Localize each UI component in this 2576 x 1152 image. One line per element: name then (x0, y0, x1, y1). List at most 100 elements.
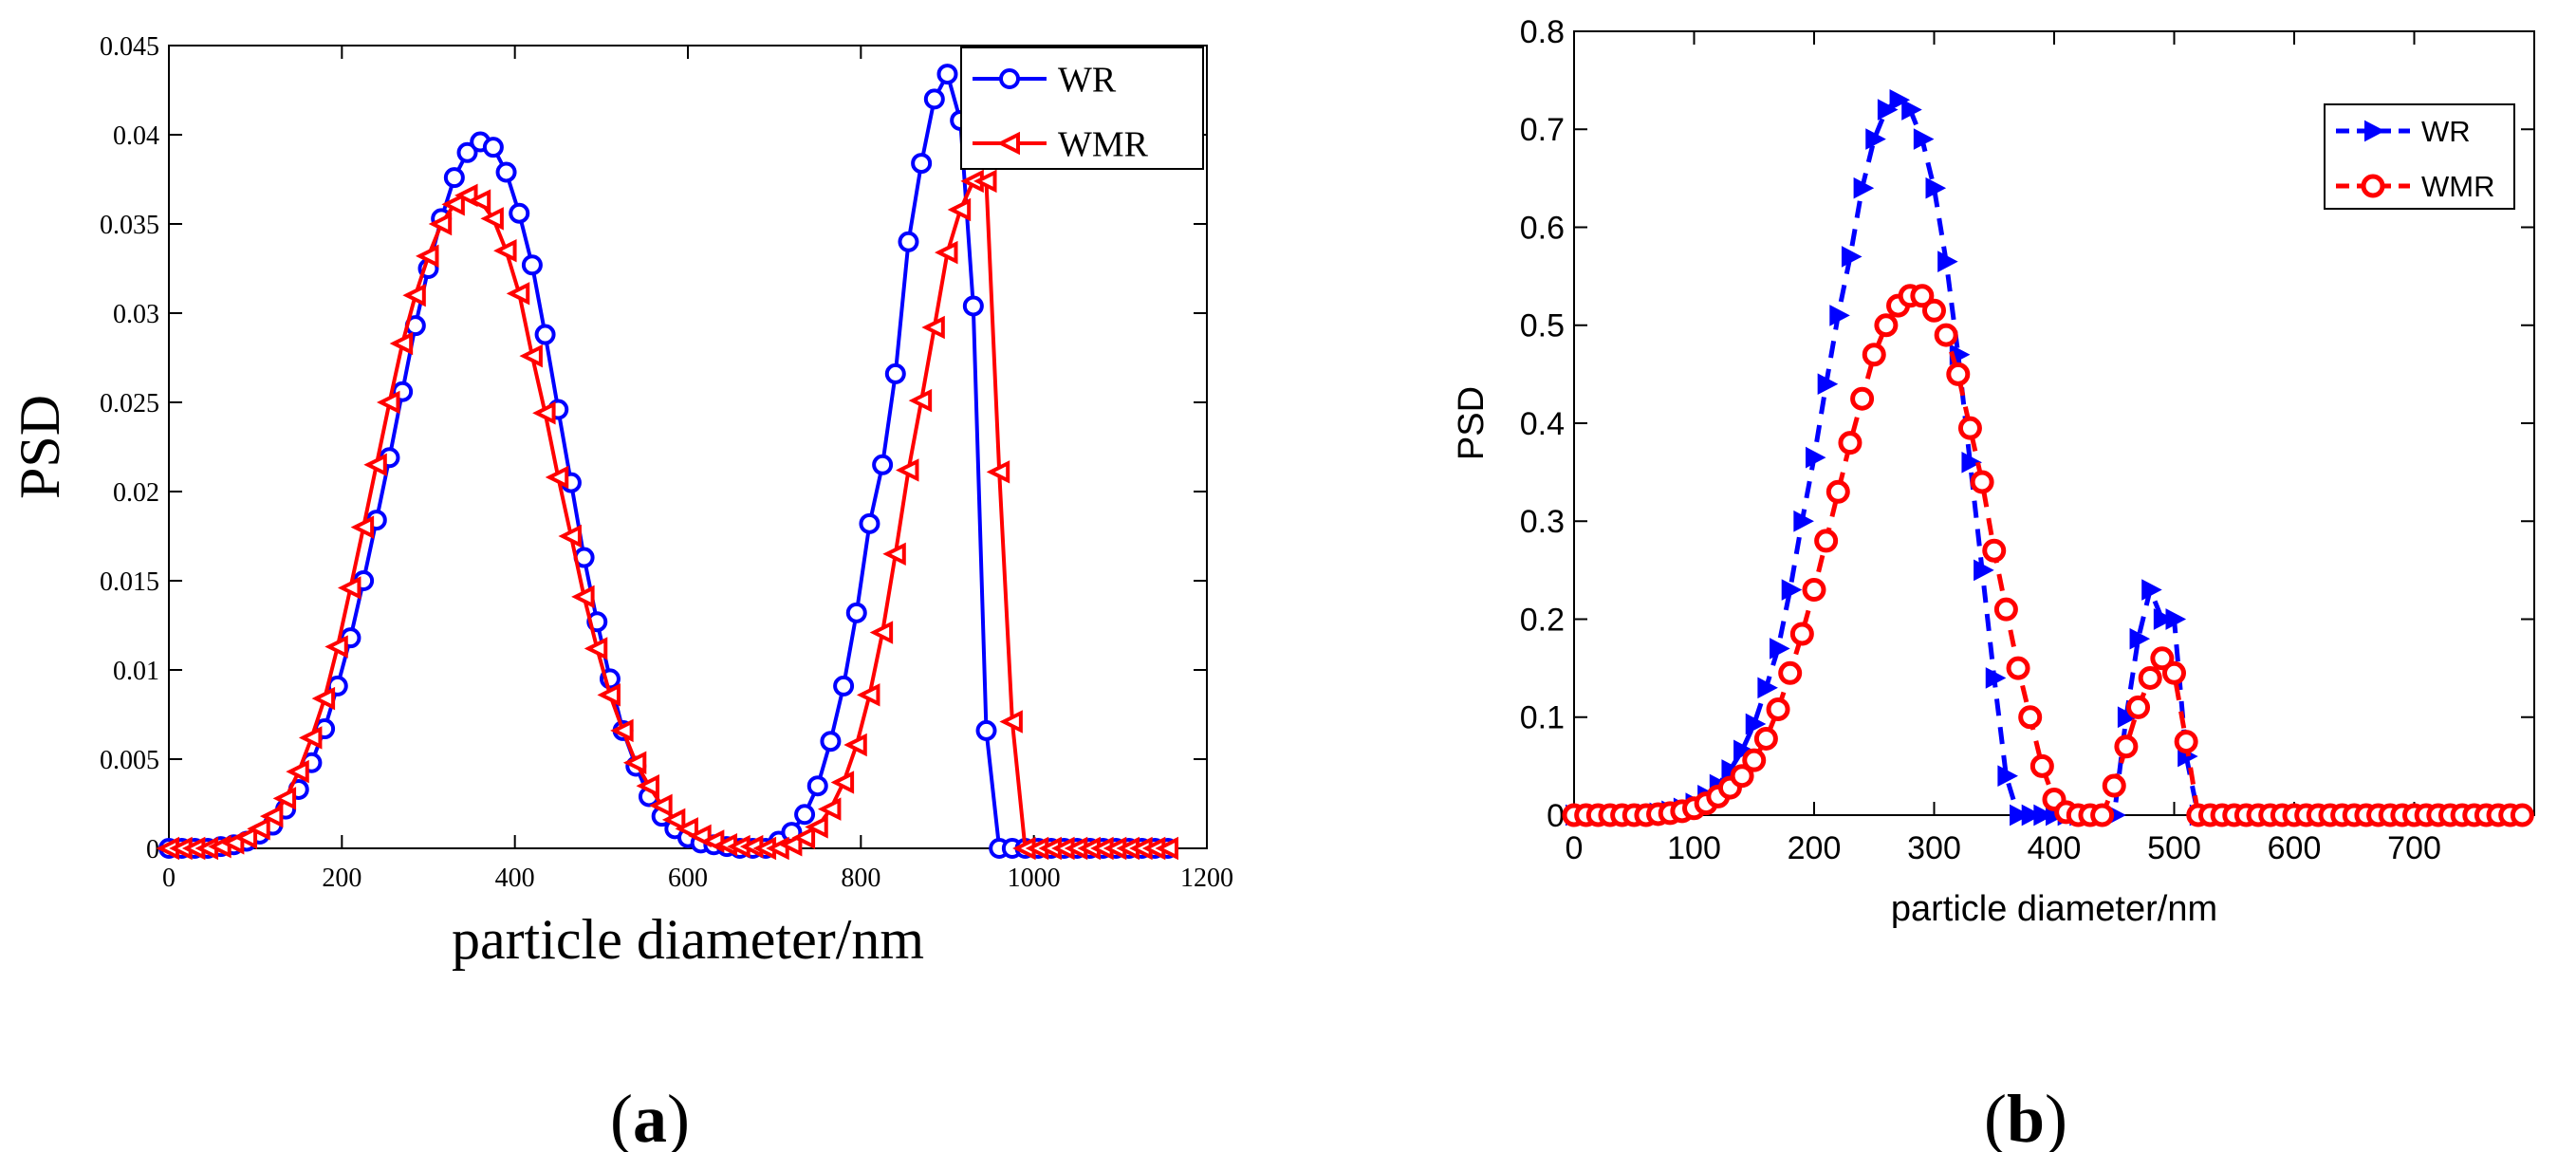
data-point (509, 202, 530, 224)
y-tick-label: 0 (146, 835, 159, 864)
y-tick-label: 0.1 (1520, 700, 1565, 736)
data-point (2010, 804, 2030, 827)
data-point (416, 244, 439, 269)
data-point (908, 388, 933, 413)
x-tick-label: 600 (2268, 830, 2322, 866)
data-point (324, 635, 348, 659)
x-tick-label: 200 (1788, 830, 1842, 866)
data-point (791, 826, 816, 849)
data-point (428, 212, 453, 236)
x-tick-label: 700 (2387, 830, 2441, 866)
y-tick-label: 0 (1547, 798, 1565, 834)
data-point (1993, 597, 2018, 622)
legend-label: WMR (1058, 124, 1149, 164)
data-point (1925, 177, 1947, 199)
data-point (936, 64, 958, 85)
data-point (350, 515, 375, 539)
data-point (597, 683, 621, 707)
data-point (898, 231, 919, 252)
x-tick-label: 600 (668, 864, 708, 893)
x-axis-label: particle diameter/nm (452, 908, 924, 971)
data-point (1865, 128, 1886, 150)
data-point (935, 240, 958, 265)
data-point (389, 331, 414, 356)
data-point (1155, 836, 1178, 861)
y-tick-label: 0.01 (113, 657, 159, 686)
data-point (947, 197, 972, 222)
data-point (1789, 622, 1814, 646)
y-tick-label: 0.8 (1520, 14, 1565, 50)
y-tick-label: 0.045 (100, 32, 159, 62)
legend-marker (2364, 120, 2385, 142)
data-point (1961, 451, 1983, 474)
data-point (1877, 99, 1899, 121)
data-point (233, 826, 258, 849)
data-point (986, 460, 1010, 484)
y-tick-label: 0.03 (113, 300, 159, 329)
data-point (286, 759, 309, 784)
y-tick-label: 0.04 (113, 121, 159, 151)
data-point (843, 733, 867, 757)
data-point (247, 817, 270, 841)
data-point (2006, 656, 2030, 680)
data-point (1889, 88, 1911, 111)
legend-marker (999, 68, 1020, 89)
data-point (1825, 479, 1850, 504)
data-point (806, 775, 828, 797)
data-point (833, 675, 855, 697)
legend-label: WR (2421, 115, 2471, 148)
panel-label: (b) (1984, 1081, 2067, 1152)
data-point (923, 88, 945, 110)
data-point (2102, 773, 2126, 798)
data-point (859, 512, 880, 534)
data-point (1957, 416, 1982, 440)
legend-marker (996, 131, 1020, 156)
legend: WR WMR (2324, 103, 2515, 210)
x-tick-label: 400 (2028, 830, 2082, 866)
data-point (794, 804, 816, 826)
data-point (869, 621, 894, 644)
x-tick-label: 400 (495, 864, 535, 893)
data-point (519, 344, 543, 368)
data-point (1781, 579, 1803, 601)
data-point (973, 169, 997, 194)
data-point (1946, 362, 1971, 386)
data-point (1745, 713, 1767, 735)
data-point (2018, 705, 2043, 730)
data-point (584, 637, 608, 660)
data-point (820, 731, 842, 753)
data-point (622, 751, 647, 774)
y-tick-label: 0.2 (1520, 602, 1565, 638)
panel-b-chart: 0 100 200 300 400 500 600 700 0 0.1 0.2 0.3 0.4 0.5 0.… (1452, 14, 2535, 1152)
data-point (545, 465, 569, 490)
data-point (2114, 734, 2139, 759)
y-tick-label: 0.7 (1520, 112, 1565, 148)
data-point (571, 585, 595, 609)
data-point (1850, 386, 1875, 411)
data-point (377, 390, 400, 415)
data-point (2126, 695, 2151, 719)
data-point (1817, 373, 1839, 396)
data-point (896, 458, 919, 482)
series-wmr (1562, 284, 2534, 827)
data-point (1874, 313, 1899, 338)
data-point (2141, 579, 2162, 601)
data-point (298, 726, 323, 750)
data-point (337, 576, 361, 600)
data-point (1778, 660, 1803, 685)
data-point (1974, 559, 1994, 582)
data-point (636, 773, 659, 798)
x-tick-label: 200 (322, 864, 361, 893)
data-point (856, 683, 880, 707)
data-point (1913, 128, 1935, 150)
data-point (845, 602, 867, 623)
x-tick-label: 0 (162, 864, 176, 893)
data-point (1770, 638, 1790, 660)
data-point (1806, 446, 1826, 469)
data-point (872, 454, 894, 475)
y-tick-label: 0.035 (100, 211, 159, 240)
data-point (506, 282, 530, 306)
x-tick-label: 100 (1667, 830, 1721, 866)
data-point (1862, 343, 1886, 367)
